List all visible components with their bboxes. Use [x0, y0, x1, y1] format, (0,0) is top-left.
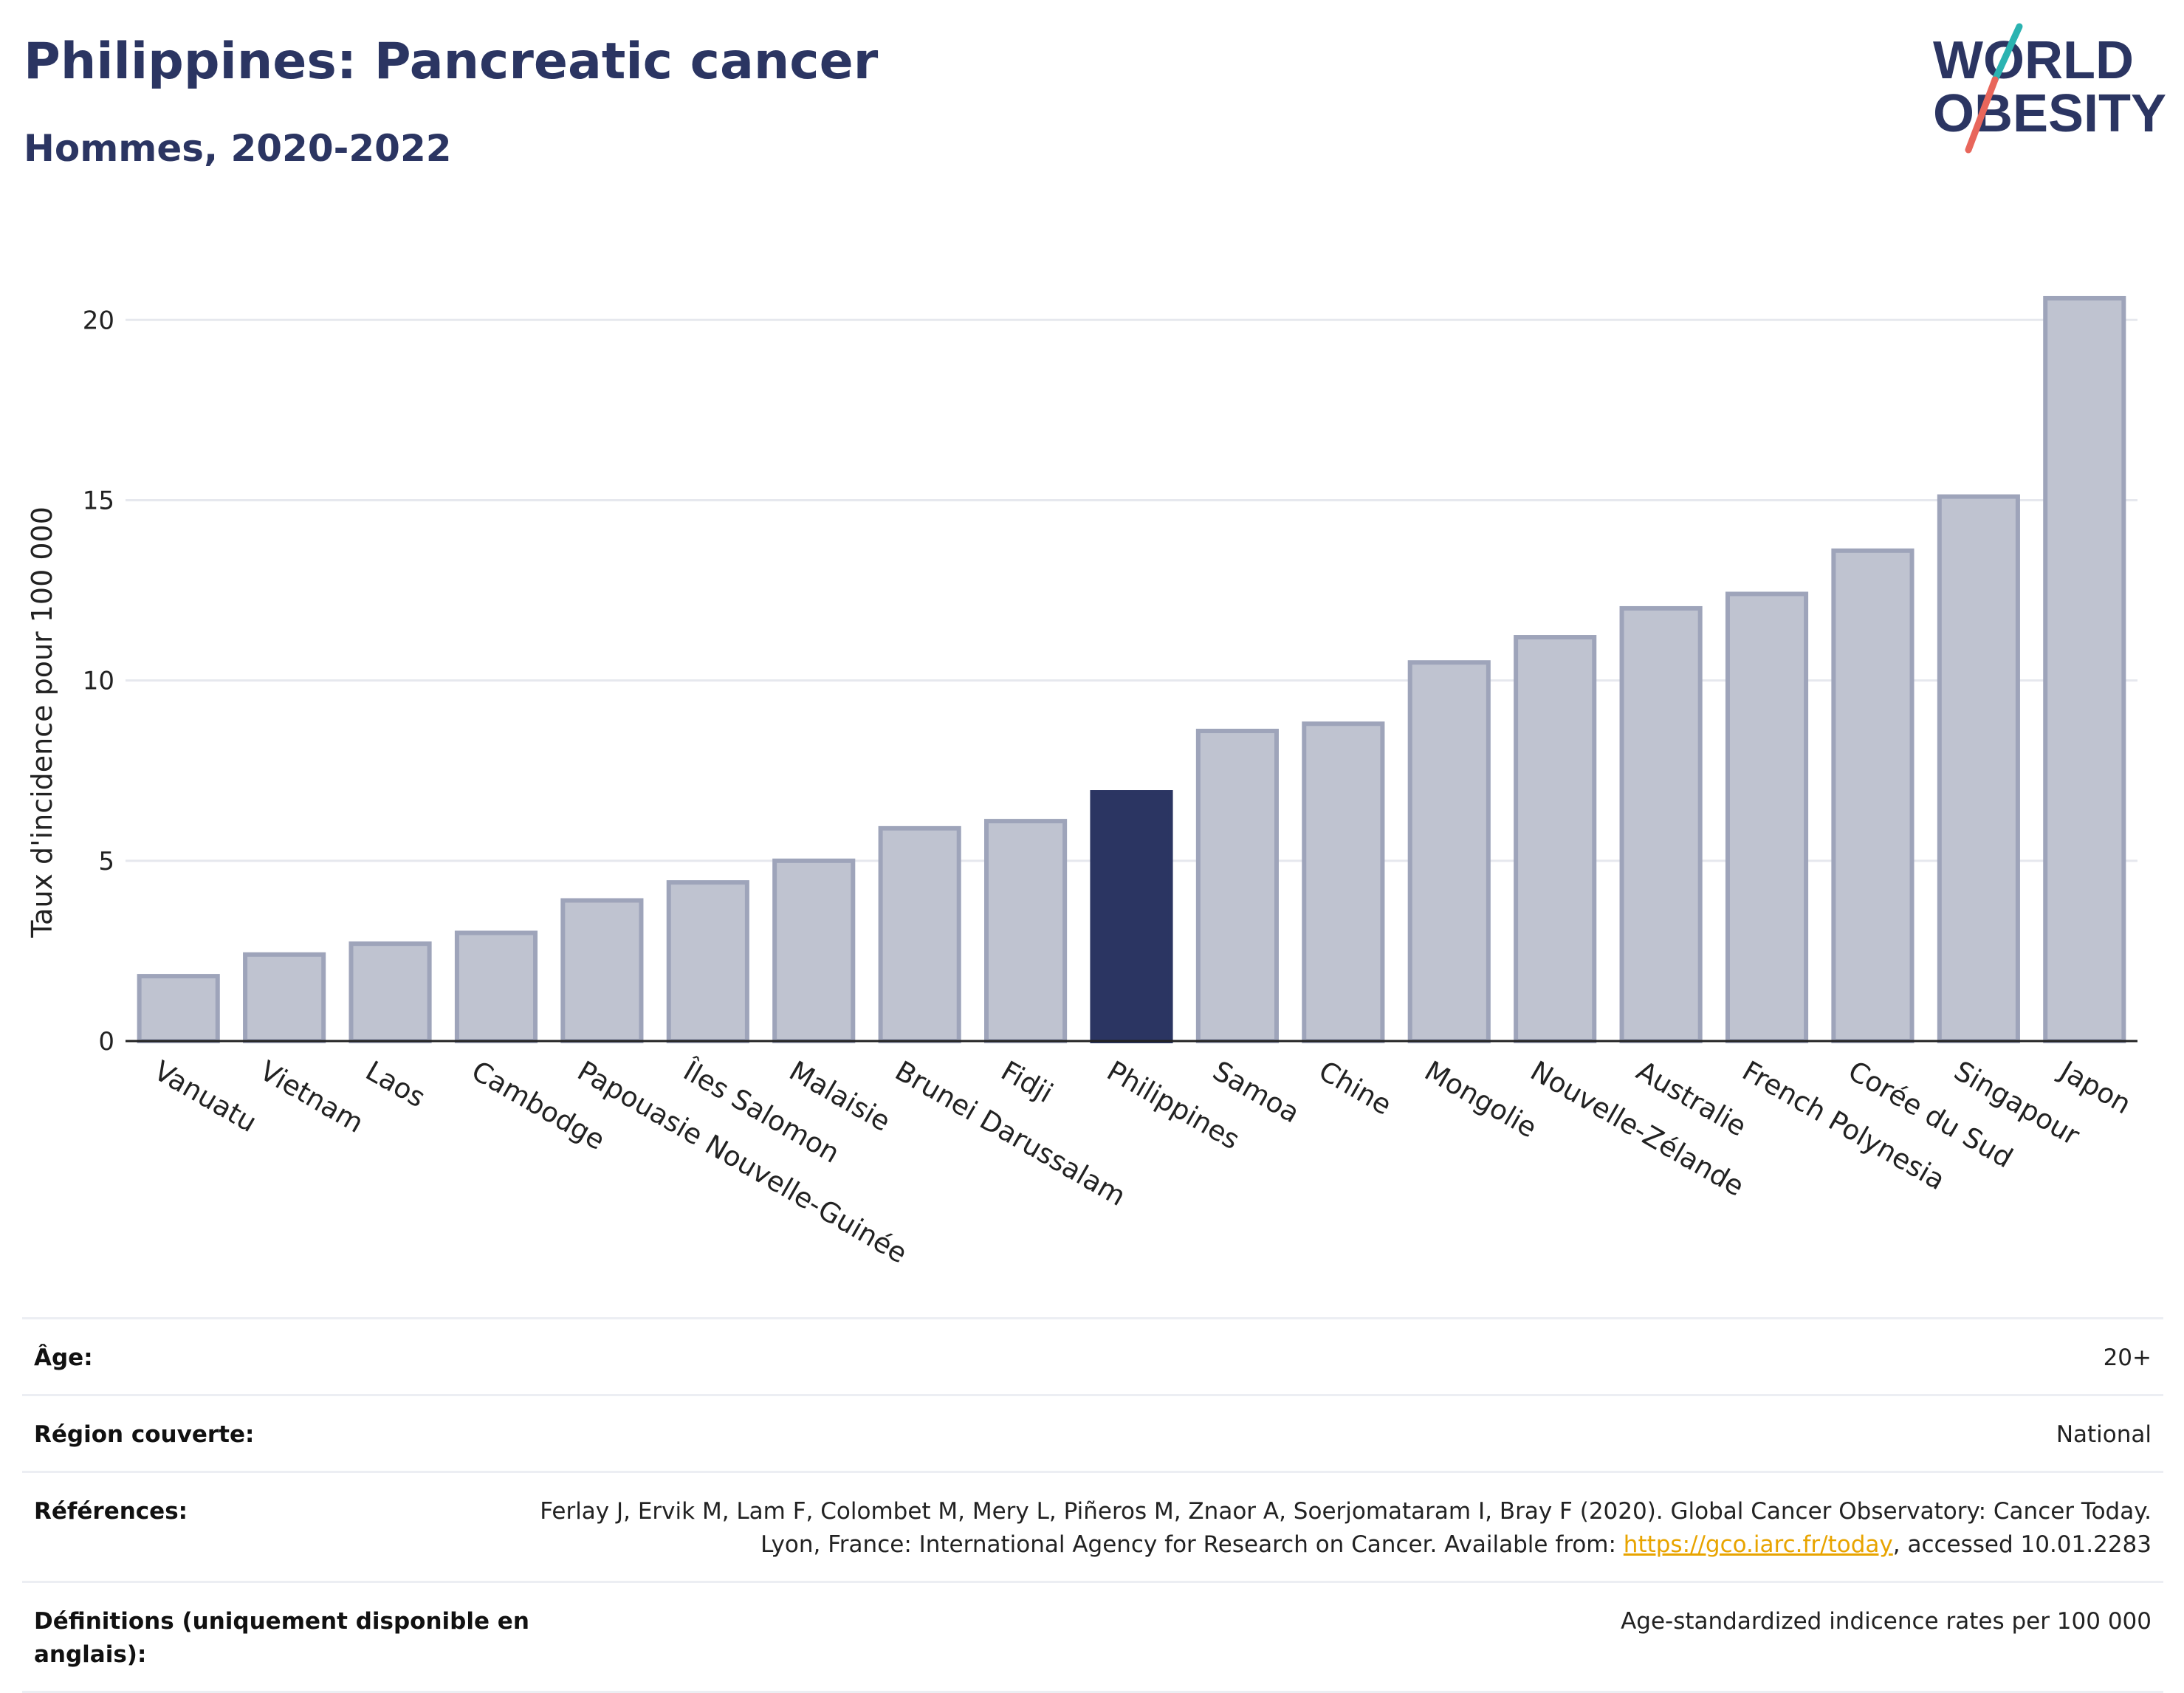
- meta-row-definitions: Définitions (uniquement disponible en an…: [22, 1580, 2163, 1693]
- y-tick-label: 10: [83, 667, 114, 696]
- x-category-label: Vietnam: [255, 1055, 369, 1139]
- bar-japon: [2043, 295, 2126, 1043]
- meta-key-references: Références:: [34, 1497, 188, 1525]
- reference-accessed: , accessed 10.01.2283: [1892, 1531, 2152, 1558]
- bar-nouvelle-z-lande: [1514, 635, 1597, 1043]
- bar-vanuatu: [137, 974, 220, 1043]
- bar-laos: [348, 941, 432, 1043]
- meta-value-references: Ferlay J, Ervik M, Lam F, Colombet M, Me…: [527, 1495, 2152, 1562]
- meta-key-region: Région couverte:: [34, 1421, 255, 1448]
- bar-malaisie: [772, 858, 856, 1044]
- y-tick-label: 5: [98, 847, 114, 876]
- logo-slash-teal: [1991, 23, 2023, 83]
- bar-singapour: [1937, 494, 2020, 1043]
- y-tick-labels: 0 5 10 15 20: [83, 306, 114, 1057]
- bar-samoa: [1195, 729, 1279, 1043]
- x-category-label: Chine: [1314, 1055, 1397, 1122]
- y-axis-title: Taux d'incidence pour 100 000: [26, 506, 58, 938]
- y-tick-label: 20: [83, 306, 114, 335]
- meta-value-region: National: [2056, 1421, 2152, 1448]
- logo-word-obesity: OBESITY: [1933, 84, 2166, 143]
- bar-chine: [1302, 721, 1385, 1043]
- logo-word-world: WORLD: [1933, 31, 2134, 90]
- bar-fidji: [984, 819, 1068, 1043]
- bars: [137, 295, 2126, 1044]
- meta-row-age: Âge: 20+: [22, 1317, 2163, 1394]
- meta-key-definitions: Définitions (uniquement disponible en an…: [34, 1607, 529, 1668]
- bar-brunei-darussalam: [878, 825, 961, 1043]
- page-title: Philippines: Pancreatic cancer: [24, 32, 879, 91]
- x-category-label: Vanuatu: [148, 1055, 262, 1139]
- y-tick-label: 15: [83, 486, 114, 515]
- x-category-label: Mongolie: [1419, 1055, 1542, 1144]
- bar-australie: [1619, 605, 1703, 1043]
- bar-papouasie-nouvelle-guin-e: [560, 898, 644, 1044]
- x-category-label: Laos: [360, 1055, 430, 1114]
- y-tick-label: 0: [98, 1027, 114, 1057]
- world-obesity-logo: WORLD OBESITY: [1933, 23, 2166, 154]
- meta-value-age: 20+: [2103, 1345, 2152, 1371]
- logo-slash-red: [1965, 76, 1999, 154]
- bar-mongolie: [1407, 660, 1491, 1043]
- bar-philippines: [1090, 790, 1173, 1043]
- bar--les-salomon: [666, 880, 749, 1043]
- meta-row-references: Références: Ferlay J, Ervik M, Lam F, Co…: [22, 1470, 2163, 1581]
- bar-cor-e-du-sud: [1831, 548, 1915, 1043]
- metadata-table: Âge: 20+ Région couverte: National Référ…: [22, 1317, 2163, 1693]
- bar-vietnam: [243, 952, 326, 1043]
- x-category-label: Japon: [2053, 1054, 2137, 1121]
- reference-text: Ferlay J, Ervik M, Lam F, Colombet M, Me…: [540, 1497, 2152, 1558]
- meta-row-region: Région couverte: National: [22, 1393, 2163, 1471]
- meta-value-definitions: Age-standardized indicence rates per 100…: [1621, 1607, 2152, 1635]
- x-category-label: Fidji: [996, 1055, 1059, 1110]
- bar-french-polynesia: [1725, 591, 1809, 1043]
- meta-key-age: Âge:: [34, 1345, 93, 1371]
- reference-link[interactable]: https://gco.iarc.fr/today: [1623, 1531, 1893, 1558]
- page-subtitle: Hommes, 2020-2022: [24, 127, 452, 170]
- bar-cambodge: [454, 930, 538, 1043]
